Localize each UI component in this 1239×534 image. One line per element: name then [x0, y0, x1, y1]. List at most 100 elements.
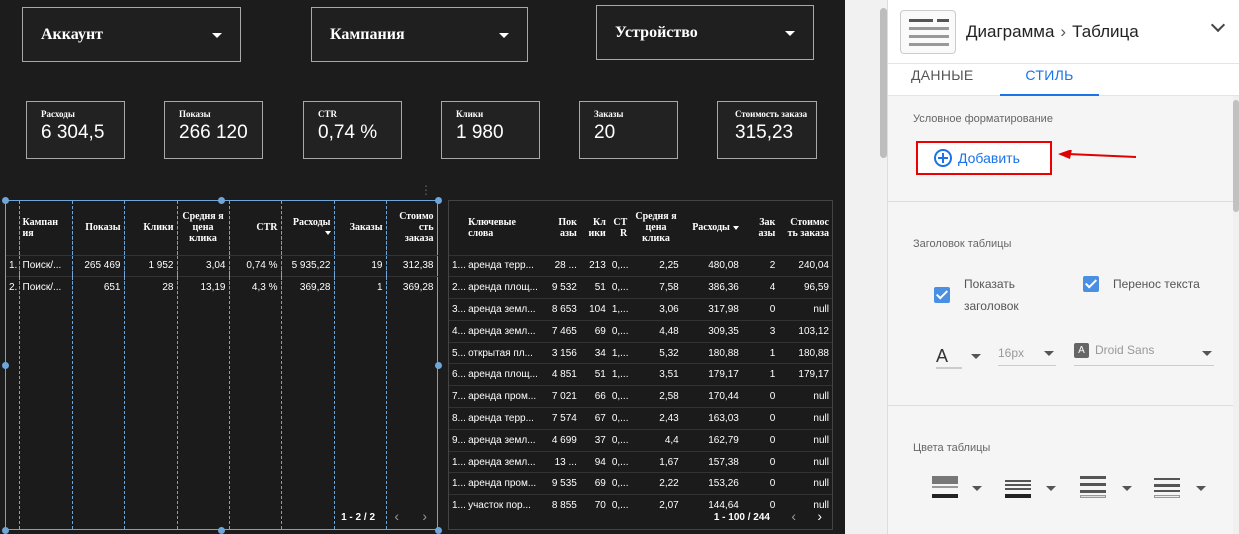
- resize-handle[interactable]: [218, 197, 225, 204]
- chevron-down-icon[interactable]: [1210, 17, 1226, 33]
- font-size-select[interactable]: 16px: [998, 346, 1056, 366]
- column-header[interactable]: Кл ики: [588, 216, 606, 239]
- chevron-down-icon[interactable]: [971, 354, 981, 359]
- scorecard-value: 266 120: [179, 122, 248, 143]
- table-cell: 8 855: [545, 494, 580, 517]
- table-row[interactable]: 1... участок пор... 8 855 70 0,... 2,07 144,64…: [449, 494, 832, 517]
- panel-scrollbar[interactable]: [1233, 96, 1239, 534]
- table-row[interactable]: 1... аренда терр... 28 ... 213 0,... 2,25 480,…: [449, 254, 832, 277]
- column-header[interactable]: Стоимос ть заказа: [787, 216, 829, 239]
- table-chart-icon[interactable]: [900, 9, 956, 54]
- column-header[interactable]: Клики: [124, 201, 178, 255]
- odd-row-color-icon[interactable]: [1154, 476, 1180, 498]
- table-row[interactable]: 4... аренда земл... 7 465 69 0,... 4,48 309,35…: [449, 319, 832, 343]
- table-cell: 51: [579, 363, 609, 386]
- scorecard-impressions[interactable]: Показы 266 120: [164, 101, 263, 159]
- table-row[interactable]: 1... аренда земл... 13 ... 94 0,... 1,67 157,3…: [449, 450, 832, 473]
- column-header[interactable]: Заказы: [334, 201, 387, 255]
- sort-desc-icon: [324, 231, 331, 236]
- table-cell: аренда пром...: [465, 385, 546, 408]
- scorecard-clicks[interactable]: Клики 1 980: [441, 101, 540, 159]
- tab-data[interactable]: ДАННЫЕ: [911, 67, 974, 83]
- prev-page-icon[interactable]: ‹: [791, 508, 796, 524]
- scorecard-ctr[interactable]: CTR 0,74 %: [303, 101, 402, 159]
- add-conditional-format-button[interactable]: Добавить: [916, 141, 1052, 175]
- table-cell: 2.: [6, 276, 20, 299]
- resize-handle[interactable]: [435, 362, 442, 369]
- column-header[interactable]: [6, 201, 20, 255]
- resize-handle[interactable]: [218, 527, 225, 534]
- device-filter-dropdown[interactable]: Устройство: [596, 5, 814, 60]
- scorecard-expenses[interactable]: Расходы 6 304,5: [26, 101, 125, 159]
- account-filter-dropdown[interactable]: Аккаунт: [22, 7, 241, 62]
- scorecard-order-cost[interactable]: Стоимость заказа 315,23: [717, 101, 817, 159]
- table-cell: 0,74 %: [229, 254, 282, 277]
- column-header[interactable]: Ключевые слова: [468, 216, 516, 239]
- border-color-icon[interactable]: [1080, 476, 1106, 498]
- prev-page-icon[interactable]: ‹: [394, 508, 399, 524]
- column-divider: [124, 201, 125, 529]
- wrap-text-checkbox[interactable]: [1083, 276, 1099, 292]
- table-cell: 317,98: [681, 298, 742, 321]
- row-color-icon[interactable]: [1005, 476, 1031, 498]
- table-cell: 2,07: [630, 494, 682, 517]
- resize-handle[interactable]: [2, 527, 9, 534]
- resize-handle[interactable]: [2, 362, 9, 369]
- next-page-icon[interactable]: ›: [422, 508, 427, 524]
- column-header[interactable]: Средня я цена клика: [635, 211, 677, 245]
- table-cell: 309,35: [681, 319, 742, 343]
- table-cell: аренда терр...: [465, 254, 546, 277]
- column-header[interactable]: CTR: [229, 201, 282, 255]
- table-row[interactable]: 5... открытая пл... 3 156 34 1,... 5,32 180,88…: [449, 341, 832, 364]
- column-header-sorted[interactable]: Расходы: [682, 201, 742, 255]
- font-icon: A: [1074, 343, 1089, 359]
- table-row[interactable]: 2. Поиск/... 651 28 13,19 4,3 % 369,28 1…: [6, 276, 438, 299]
- table-cell: 69: [579, 319, 609, 343]
- table-cell: 144,64: [681, 494, 742, 517]
- chevron-down-icon[interactable]: [1122, 486, 1132, 491]
- table-row[interactable]: 8... аренда терр... 7 574 67 0,... 2,43 163,03…: [449, 407, 832, 430]
- column-header[interactable]: Зак азы: [758, 216, 776, 239]
- table-cell: 3,06: [630, 298, 682, 321]
- canvas-scrollbar[interactable]: [880, 8, 887, 158]
- chevron-down-icon[interactable]: [1046, 486, 1056, 491]
- table-cell: 103,12: [778, 319, 832, 343]
- table-row[interactable]: 2... аренда площ... 9 532 51 0,... 7,58 386,36…: [449, 276, 832, 299]
- scorecard-orders[interactable]: Заказы 20: [579, 101, 678, 159]
- chevron-down-icon[interactable]: [972, 486, 982, 491]
- header-color-icon[interactable]: [932, 476, 958, 498]
- tab-style[interactable]: СТИЛЬ: [1000, 64, 1099, 96]
- table-cell: 0,...: [608, 276, 631, 299]
- resize-handle[interactable]: [2, 197, 9, 204]
- keywords-table[interactable]: Ключевые слова Пок азы Кл ики CT R Средн…: [448, 200, 833, 530]
- table-row[interactable]: 9... аренда земл... 4 699 37 0,... 4,4 162,79 0…: [449, 428, 832, 452]
- table-cell: 3 156: [545, 341, 580, 364]
- font-family-select[interactable]: A Droid Sans: [1074, 343, 1214, 366]
- column-header[interactable]: Показы: [72, 201, 125, 255]
- resize-handle[interactable]: [435, 527, 442, 534]
- table-cell: 4,3 %: [229, 276, 282, 299]
- show-header-checkbox[interactable]: [934, 287, 950, 303]
- table-row[interactable]: 6... аренда площ... 4 851 51 1,... 3,51 179,17…: [449, 363, 832, 386]
- table-row[interactable]: 3... аренда земл... 8 653 104 1,... 3,06 317,9…: [449, 298, 832, 321]
- table-cell: 0,...: [608, 472, 631, 495]
- table-row[interactable]: 1... аренда пром... 9 535 69 0,... 2,22 153,26…: [449, 472, 832, 495]
- campaign-filter-dropdown[interactable]: Кампания: [311, 7, 528, 62]
- table-cell: 0: [741, 494, 779, 517]
- column-header[interactable]: Кампан ия: [19, 201, 73, 255]
- column-header[interactable]: [449, 201, 465, 255]
- table-row[interactable]: 1. Поиск/... 265 469 1 952 3,04 0,74 % 5…: [6, 254, 438, 277]
- column-header[interactable]: Средня я цена клика: [177, 201, 230, 255]
- column-header[interactable]: Пок азы: [558, 216, 577, 239]
- resize-handle[interactable]: [435, 197, 442, 204]
- column-header-sorted[interactable]: Расходы: [281, 201, 335, 255]
- column-header[interactable]: CT R: [613, 216, 628, 239]
- chevron-down-icon[interactable]: [1196, 486, 1206, 491]
- font-color-icon[interactable]: A: [936, 346, 962, 369]
- table-cell: 1...: [449, 472, 466, 495]
- campaign-table[interactable]: Кампан ия Показы Клики Средня я цена кли…: [5, 200, 438, 530]
- column-header[interactable]: Стоимо сть заказа: [386, 201, 438, 255]
- drag-handle-icon[interactable]: ⋮: [420, 183, 432, 197]
- table-row[interactable]: 7... аренда пром... 7 021 66 0,... 2,58 170,44…: [449, 385, 832, 408]
- next-page-icon[interactable]: ›: [817, 508, 822, 524]
